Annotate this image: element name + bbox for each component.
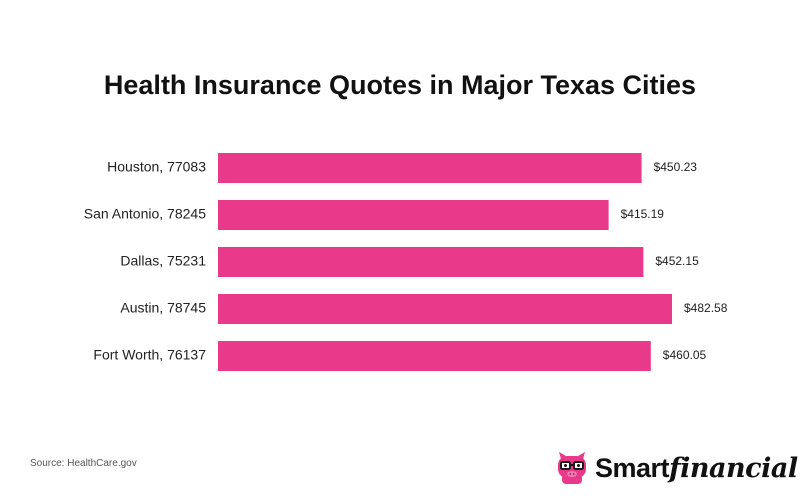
chart-title: Health Insurance Quotes in Major Texas C…: [103, 70, 697, 100]
brand-name-smart: Smart: [595, 452, 670, 483]
brand-name: Smartfinancial: [595, 453, 798, 484]
bar: [218, 294, 672, 324]
source-note: Source: HealthCare.gov: [30, 458, 137, 469]
bar: [218, 200, 609, 230]
category-label: San Antonio, 78245: [84, 206, 206, 222]
bar: [218, 341, 651, 371]
brand-logo: Smartfinancial: [555, 448, 798, 488]
category-label: Fort Worth, 76137: [93, 347, 206, 363]
value-label: $450.23: [654, 160, 698, 174]
bar: [218, 153, 642, 183]
brand-name-financial: financial: [669, 452, 798, 484]
value-label: $482.58: [684, 301, 728, 315]
piggy-bank-icon: [558, 452, 586, 484]
bar: [218, 247, 644, 277]
value-label: $452.15: [655, 254, 699, 268]
value-label: $460.05: [663, 348, 707, 362]
value-label: $415.19: [621, 207, 665, 221]
category-label: Dallas, 75231: [120, 253, 206, 269]
category-label: Austin, 78745: [120, 300, 206, 316]
category-label: Houston, 77083: [107, 159, 206, 175]
